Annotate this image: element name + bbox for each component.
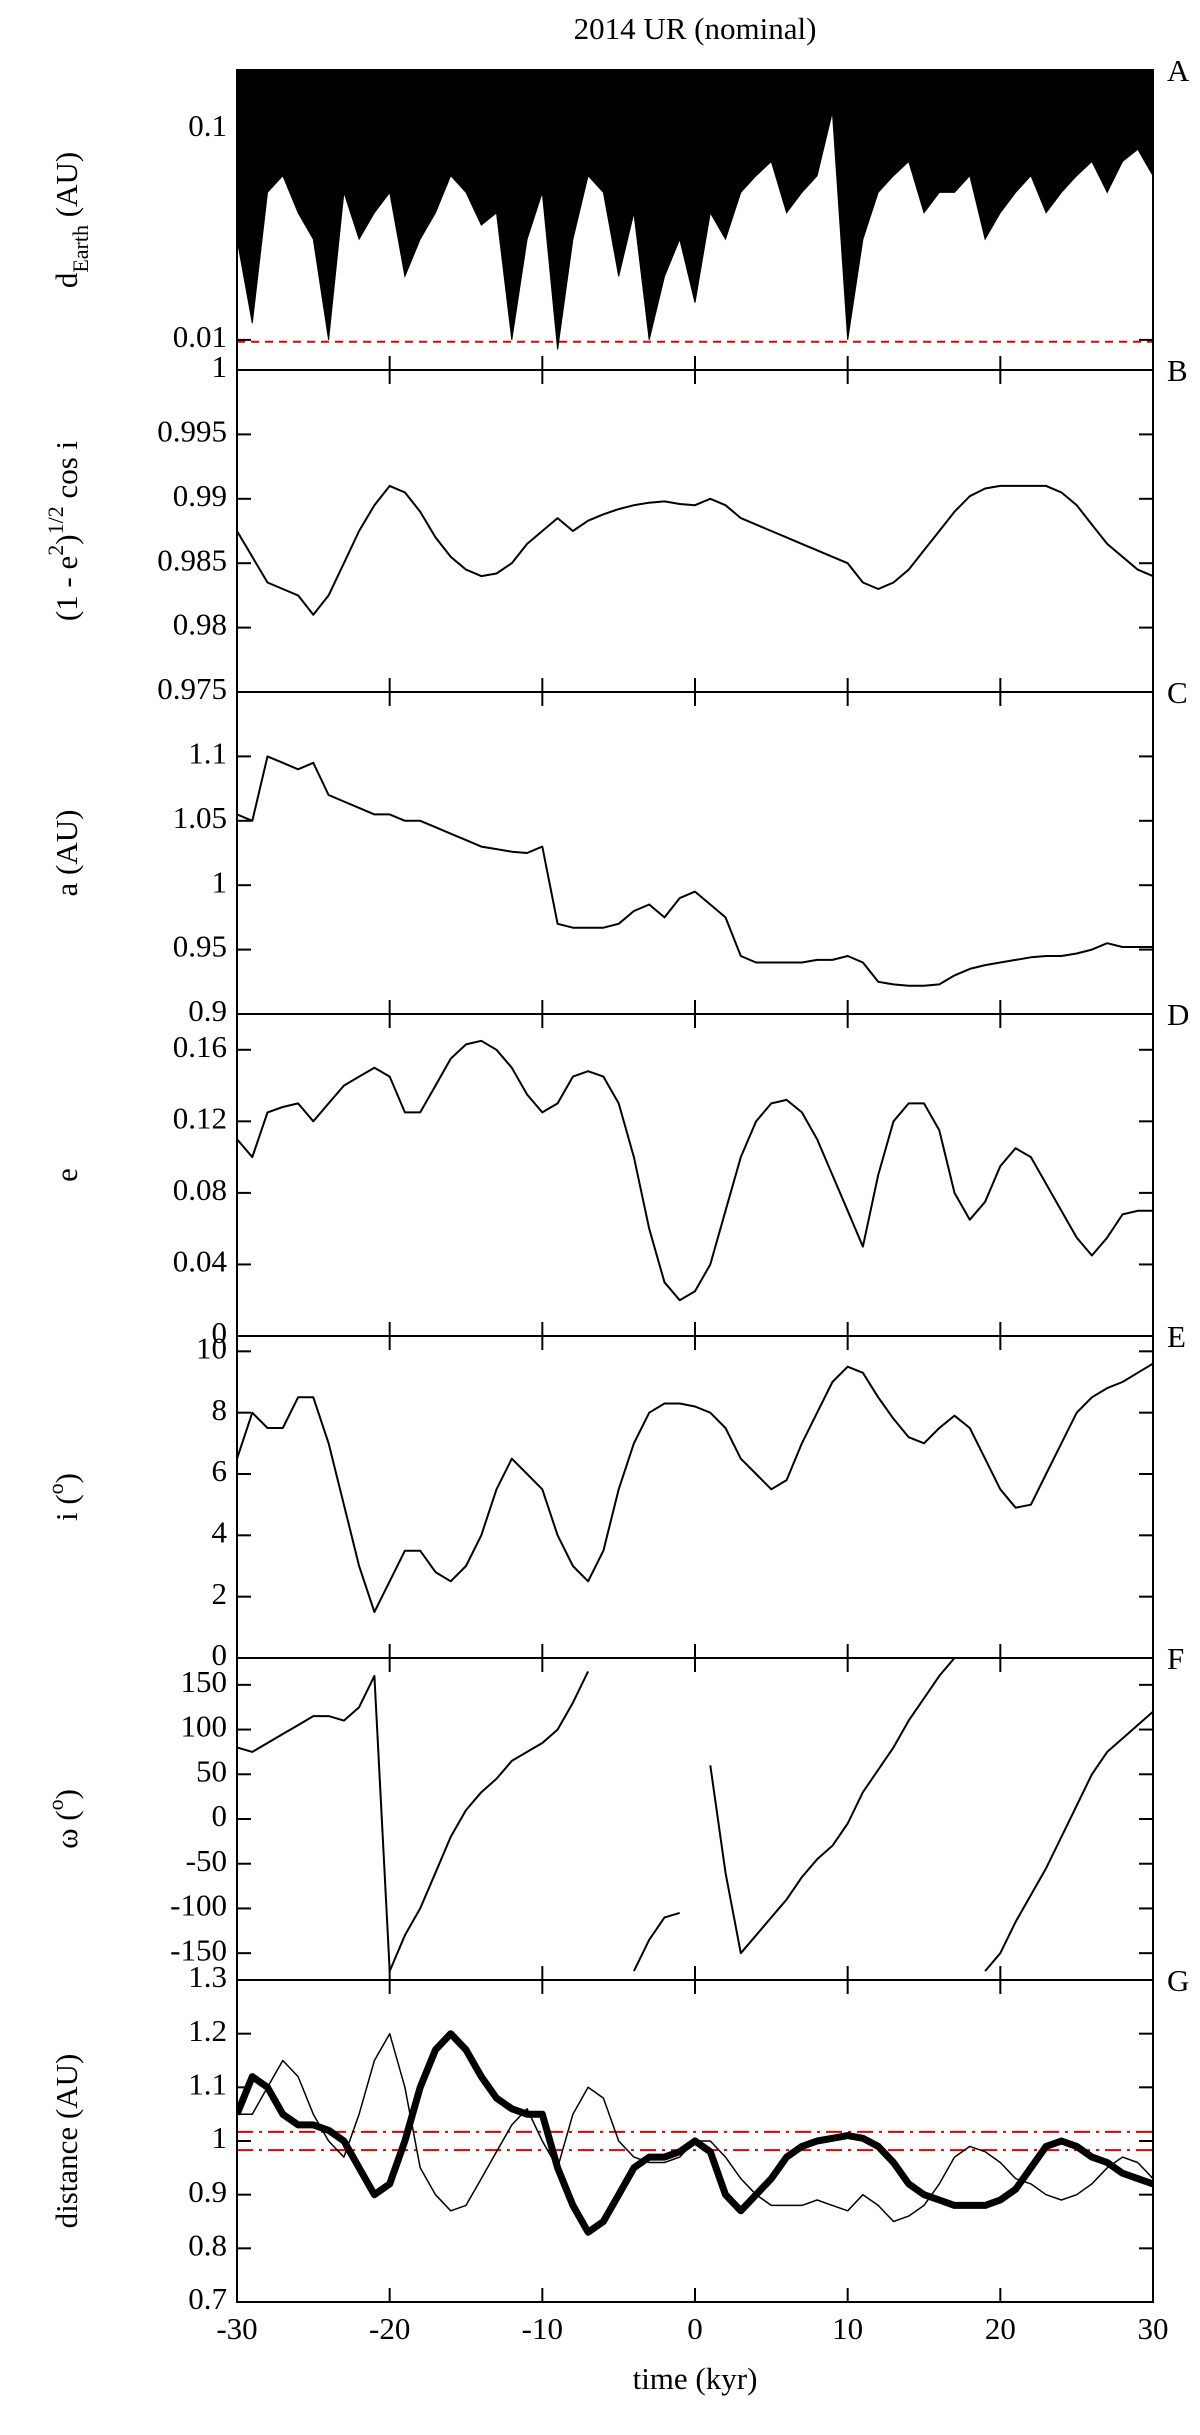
y-axis-label-part: (1 - e xyxy=(49,556,84,621)
y-tick-label: 6 xyxy=(212,1453,228,1488)
plot-area xyxy=(237,1362,1153,1613)
axes-frame xyxy=(236,1013,1154,1337)
y-axis-label-part: ) xyxy=(49,1473,84,1483)
y-tick-label: 0.9 xyxy=(188,993,227,1028)
x-tick-label: 0 xyxy=(687,2311,703,2346)
y-tick-label: 1.1 xyxy=(188,2066,227,2101)
axes-frame xyxy=(236,1979,1154,2303)
x-tick-label: 20 xyxy=(985,2311,1016,2346)
y-tick-label: 0 xyxy=(212,1637,228,1672)
series-line xyxy=(237,755,1153,987)
x-tick-label: -30 xyxy=(216,2311,257,2346)
x-tick-label: 30 xyxy=(1138,2311,1169,2346)
panel-label: F xyxy=(1167,1641,1184,1676)
panel-label: A xyxy=(1167,53,1190,88)
plot-area xyxy=(237,70,1153,350)
y-tick-label: 150 xyxy=(181,1664,228,1699)
y-tick-label: 0.04 xyxy=(173,1244,228,1279)
y-tick-label: 0.99 xyxy=(173,478,227,513)
y-tick-label: 0.95 xyxy=(173,929,227,964)
x-tick-label: -10 xyxy=(522,2311,563,2346)
y-axis-label-part: Earth xyxy=(68,225,93,273)
y-axis-label: (1 - e2)1/2 cos i xyxy=(43,440,85,621)
y-tick-label: 0.7 xyxy=(188,2281,227,2316)
series-line xyxy=(237,484,1153,616)
y-axis-label-part: ) xyxy=(49,534,84,544)
y-tick-label: 0 xyxy=(212,1798,228,1833)
y-axis-label: distance (AU) xyxy=(49,2054,84,2229)
y-tick-label: 0 xyxy=(212,1315,228,1350)
series-line xyxy=(237,1362,1153,1613)
y-tick-label: 0.1 xyxy=(188,108,227,143)
series-line xyxy=(237,2032,1153,2223)
y-tick-label: 0.01 xyxy=(173,319,227,354)
y-axis-label: i (o) xyxy=(43,1473,85,1521)
plot-area xyxy=(237,755,1153,987)
y-tick-label: 1.05 xyxy=(173,800,227,835)
y-tick-label: 0.98 xyxy=(173,607,227,642)
y-tick-label: 4 xyxy=(212,1514,228,1549)
y-axis-label-part: d xyxy=(49,272,84,288)
axes-frame xyxy=(236,1657,1154,1981)
y-axis-label: e xyxy=(49,1168,84,1182)
y-axis-label-part: o xyxy=(43,1483,68,1494)
series-line xyxy=(237,1039,1153,1302)
distance-area xyxy=(237,70,1153,350)
plot-area xyxy=(237,2030,1153,2236)
y-tick-label: 0.975 xyxy=(157,671,227,706)
y-axis-label: ω (o) xyxy=(43,1789,85,1849)
y-tick-label: 2 xyxy=(212,1576,228,1611)
y-tick-label: 0.8 xyxy=(188,2227,227,2262)
y-tick-label: 1 xyxy=(212,349,228,384)
y-axis-label-part: i ( xyxy=(49,1494,84,1521)
y-tick-label: -100 xyxy=(170,1888,227,1923)
panel-label: D xyxy=(1167,997,1189,1032)
y-axis-label-part: distance (AU) xyxy=(49,2054,84,2229)
y-tick-label: 1.3 xyxy=(188,1959,227,1994)
y-axis-label: a (AU) xyxy=(49,810,84,897)
plot-area xyxy=(237,484,1153,616)
y-tick-label: 0.9 xyxy=(188,2174,227,2209)
y-tick-label: 0.12 xyxy=(173,1100,227,1135)
y-axis-label: dEarth (AU) xyxy=(49,152,92,288)
y-tick-label: 0.985 xyxy=(157,542,227,577)
y-axis-label-part: o xyxy=(43,1799,68,1810)
y-tick-label: 1 xyxy=(212,864,228,899)
series-line xyxy=(237,2030,1153,2236)
plot-area xyxy=(237,1658,1153,1973)
y-axis-label-part: ω ( xyxy=(49,1810,84,1848)
x-tick-label: -20 xyxy=(369,2311,410,2346)
y-tick-label: 1.1 xyxy=(188,736,227,771)
y-tick-label: 1.2 xyxy=(188,2013,227,2048)
panel-label: B xyxy=(1167,353,1188,388)
axes-frame xyxy=(236,369,1154,693)
x-axis-label: time (kyr) xyxy=(633,2361,758,2396)
y-tick-label: 8 xyxy=(212,1392,228,1427)
axes-frame xyxy=(236,691,1154,1015)
y-tick-label: 0.16 xyxy=(173,1029,227,1064)
y-tick-label: -50 xyxy=(186,1843,227,1878)
y-tick-label: -150 xyxy=(170,1932,227,1967)
figure-title: 2014 UR (nominal) xyxy=(574,11,817,46)
series-line xyxy=(237,1658,1153,1973)
y-tick-label: 1 xyxy=(212,2120,228,2155)
y-axis-label-part: cos i xyxy=(49,440,84,506)
y-axis-label-part: 1/2 xyxy=(43,506,68,534)
y-axis-label-part: (AU) xyxy=(49,152,84,225)
y-tick-label: 10 xyxy=(196,1330,227,1365)
y-axis-label-part: ) xyxy=(49,1789,84,1799)
panel-label: G xyxy=(1167,1963,1189,1998)
plot-area xyxy=(237,1039,1153,1302)
y-tick-label: 100 xyxy=(181,1709,228,1744)
panel-label: E xyxy=(1167,1319,1186,1354)
y-axis-label-part: a (AU) xyxy=(49,810,84,897)
y-tick-label: 0.08 xyxy=(173,1172,227,1207)
panel-label: C xyxy=(1167,675,1188,710)
y-tick-label: 50 xyxy=(196,1753,227,1788)
y-axis-label-part: e xyxy=(49,1168,84,1182)
y-axis-label-part: 2 xyxy=(43,545,68,556)
y-tick-label: 0.995 xyxy=(157,414,227,449)
x-tick-label: 10 xyxy=(832,2311,863,2346)
